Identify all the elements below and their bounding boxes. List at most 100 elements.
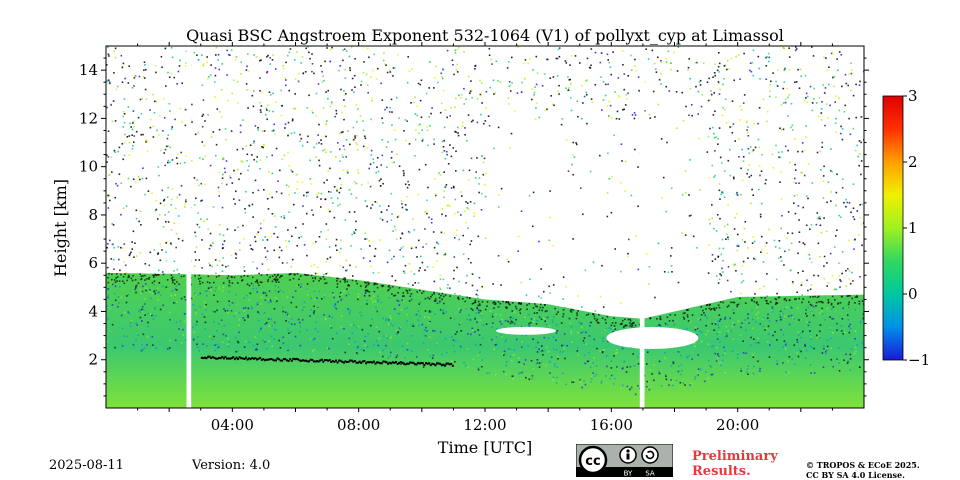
noise-pixel bbox=[123, 261, 126, 263]
layer-pixel bbox=[336, 332, 338, 335]
noise-pixel bbox=[435, 194, 437, 197]
noise-pixel bbox=[778, 151, 780, 154]
noise-pixel bbox=[373, 53, 376, 56]
layer-pixel bbox=[753, 300, 756, 303]
layer-pixel bbox=[254, 348, 257, 351]
noise-pixel bbox=[685, 105, 687, 108]
layer-pixel bbox=[271, 324, 273, 327]
layer-pixel bbox=[410, 334, 413, 337]
layer-pixel bbox=[264, 299, 267, 301]
layer-pixel bbox=[250, 306, 253, 309]
noise-pixel bbox=[829, 252, 832, 255]
noise-pixel bbox=[339, 251, 341, 254]
noise-pixel bbox=[835, 191, 838, 194]
noise-pixel bbox=[846, 201, 849, 204]
noise-pixel bbox=[445, 184, 448, 186]
noise-pixel bbox=[499, 81, 501, 83]
noise-pixel bbox=[325, 123, 328, 126]
noise-pixel bbox=[206, 218, 209, 221]
noise-pixel bbox=[235, 56, 238, 58]
noise-pixel bbox=[237, 168, 239, 171]
noise-pixel bbox=[421, 129, 424, 131]
layer-pixel bbox=[504, 340, 506, 343]
noise-pixel bbox=[466, 207, 468, 209]
noise-pixel bbox=[262, 143, 265, 146]
layer-pixel bbox=[462, 298, 464, 300]
layer-pixel bbox=[520, 302, 522, 305]
layer-pixel bbox=[732, 301, 734, 304]
layer-pixel bbox=[195, 293, 198, 296]
noise-pixel bbox=[377, 67, 379, 70]
noise-pixel bbox=[230, 254, 233, 257]
noise-pixel bbox=[792, 129, 794, 131]
noise-pixel bbox=[859, 204, 861, 206]
noise-pixel bbox=[433, 87, 435, 89]
noise-pixel bbox=[194, 251, 196, 253]
layer-pixel bbox=[475, 312, 477, 314]
noise-pixel bbox=[173, 270, 175, 272]
layer-pixel bbox=[118, 280, 121, 282]
layer-pixel bbox=[753, 297, 755, 299]
layer-pixel bbox=[449, 295, 451, 297]
layer-pixel bbox=[242, 317, 245, 319]
layer-pixel bbox=[417, 319, 420, 322]
noise-pixel bbox=[410, 270, 413, 273]
noise-pixel bbox=[454, 237, 456, 239]
layer-pixel bbox=[387, 362, 390, 365]
layer-pixel bbox=[210, 357, 213, 359]
layer-pixel bbox=[207, 275, 210, 278]
layer-pixel bbox=[600, 382, 603, 384]
noise-pixel bbox=[356, 121, 358, 123]
layer-pixel bbox=[587, 313, 590, 316]
layer-pixel bbox=[303, 306, 305, 308]
layer-pixel bbox=[213, 335, 215, 338]
layer-pixel bbox=[383, 360, 386, 363]
layer-pixel bbox=[830, 359, 833, 361]
layer-pixel bbox=[398, 362, 401, 365]
layer-pixel bbox=[361, 360, 364, 363]
noise-pixel bbox=[724, 108, 726, 111]
noise-pixel bbox=[354, 86, 356, 88]
noise-pixel bbox=[202, 63, 205, 66]
noise-pixel bbox=[149, 109, 151, 111]
noise-pixel bbox=[826, 285, 828, 287]
layer-pixel bbox=[717, 355, 720, 358]
layer-pixel bbox=[228, 284, 230, 287]
colorbar-tick-label: 1 bbox=[908, 219, 918, 237]
noise-pixel bbox=[320, 192, 323, 195]
noise-pixel bbox=[688, 215, 691, 217]
noise-pixel bbox=[111, 120, 114, 123]
noise-pixel bbox=[828, 66, 830, 68]
noise-pixel bbox=[403, 130, 405, 132]
noise-pixel bbox=[579, 62, 581, 64]
layer-pixel bbox=[683, 318, 686, 320]
noise-pixel bbox=[553, 104, 555, 107]
noise-pixel bbox=[786, 87, 789, 90]
noise-pixel bbox=[260, 105, 263, 107]
layer-pixel bbox=[537, 341, 539, 344]
noise-pixel bbox=[324, 148, 326, 151]
layer-pixel bbox=[755, 320, 757, 323]
layer-pixel bbox=[583, 380, 585, 382]
noise-pixel bbox=[418, 124, 420, 126]
layer-pixel bbox=[223, 324, 226, 327]
noise-pixel bbox=[524, 59, 527, 61]
noise-pixel bbox=[602, 81, 605, 83]
layer-pixel bbox=[238, 331, 240, 334]
noise-pixel bbox=[452, 147, 455, 149]
noise-pixel bbox=[487, 115, 490, 117]
layer-pixel bbox=[474, 299, 477, 302]
heatmap-area bbox=[106, 46, 864, 408]
noise-pixel bbox=[370, 154, 373, 156]
noise-pixel bbox=[230, 49, 233, 51]
noise-pixel bbox=[586, 93, 588, 96]
noise-pixel bbox=[367, 84, 369, 87]
noise-pixel bbox=[107, 53, 110, 56]
layer-pixel bbox=[406, 307, 408, 309]
layer-pixel bbox=[701, 340, 703, 343]
noise-pixel bbox=[254, 236, 256, 238]
noise-pixel bbox=[731, 132, 734, 134]
noise-pixel bbox=[288, 51, 290, 54]
layer-pixel bbox=[459, 345, 462, 348]
layer-pixel bbox=[510, 320, 513, 323]
